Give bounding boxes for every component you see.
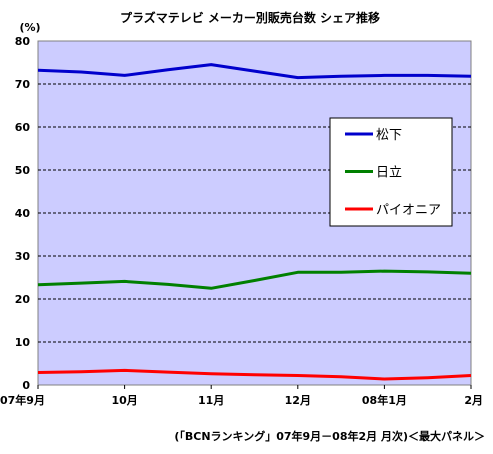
x-tick-label: 08年1月 [362,393,407,407]
y-tick-label: 40 [15,207,31,220]
y-tick-label: 30 [15,250,31,263]
series-lines [37,63,472,381]
series-line [37,368,472,381]
x-tick-label: 07年9月 [0,393,45,407]
y-tick-label: 60 [15,121,31,134]
legend-label: 松下 [376,128,402,143]
x-tick-label: 12月 [285,394,311,407]
x-tick-label: 10月 [111,394,137,407]
x-tick-label: 2月 [464,394,483,407]
y-axis-ticks: 0 10 20 30 40 50 60 70 80 [15,35,31,392]
chart-title: プラズマテレビ メーカー別販売台数 シェア推移 [120,10,380,25]
series-line [37,63,472,80]
legend-label: パイオニア [376,203,441,218]
y-tick-label: 0 [22,379,30,392]
source-note: (「BCNランキング」07年9月－08年2月 月次)＜最大パネル＞ [174,429,485,443]
legend-label: 日立 [376,166,402,181]
y-tick-label: 20 [15,293,31,306]
y-tick-label: 80 [15,35,31,48]
y-unit-label: (%) [19,21,40,34]
series-line [37,269,472,290]
x-axis-ticks: 07年9月 10月 11月 12月 08年1月 2月 [0,385,483,407]
y-tick-label: 50 [15,164,31,177]
x-tick-label: 11月 [198,394,224,407]
y-tick-label: 10 [15,336,31,349]
y-tick-label: 70 [15,78,31,91]
